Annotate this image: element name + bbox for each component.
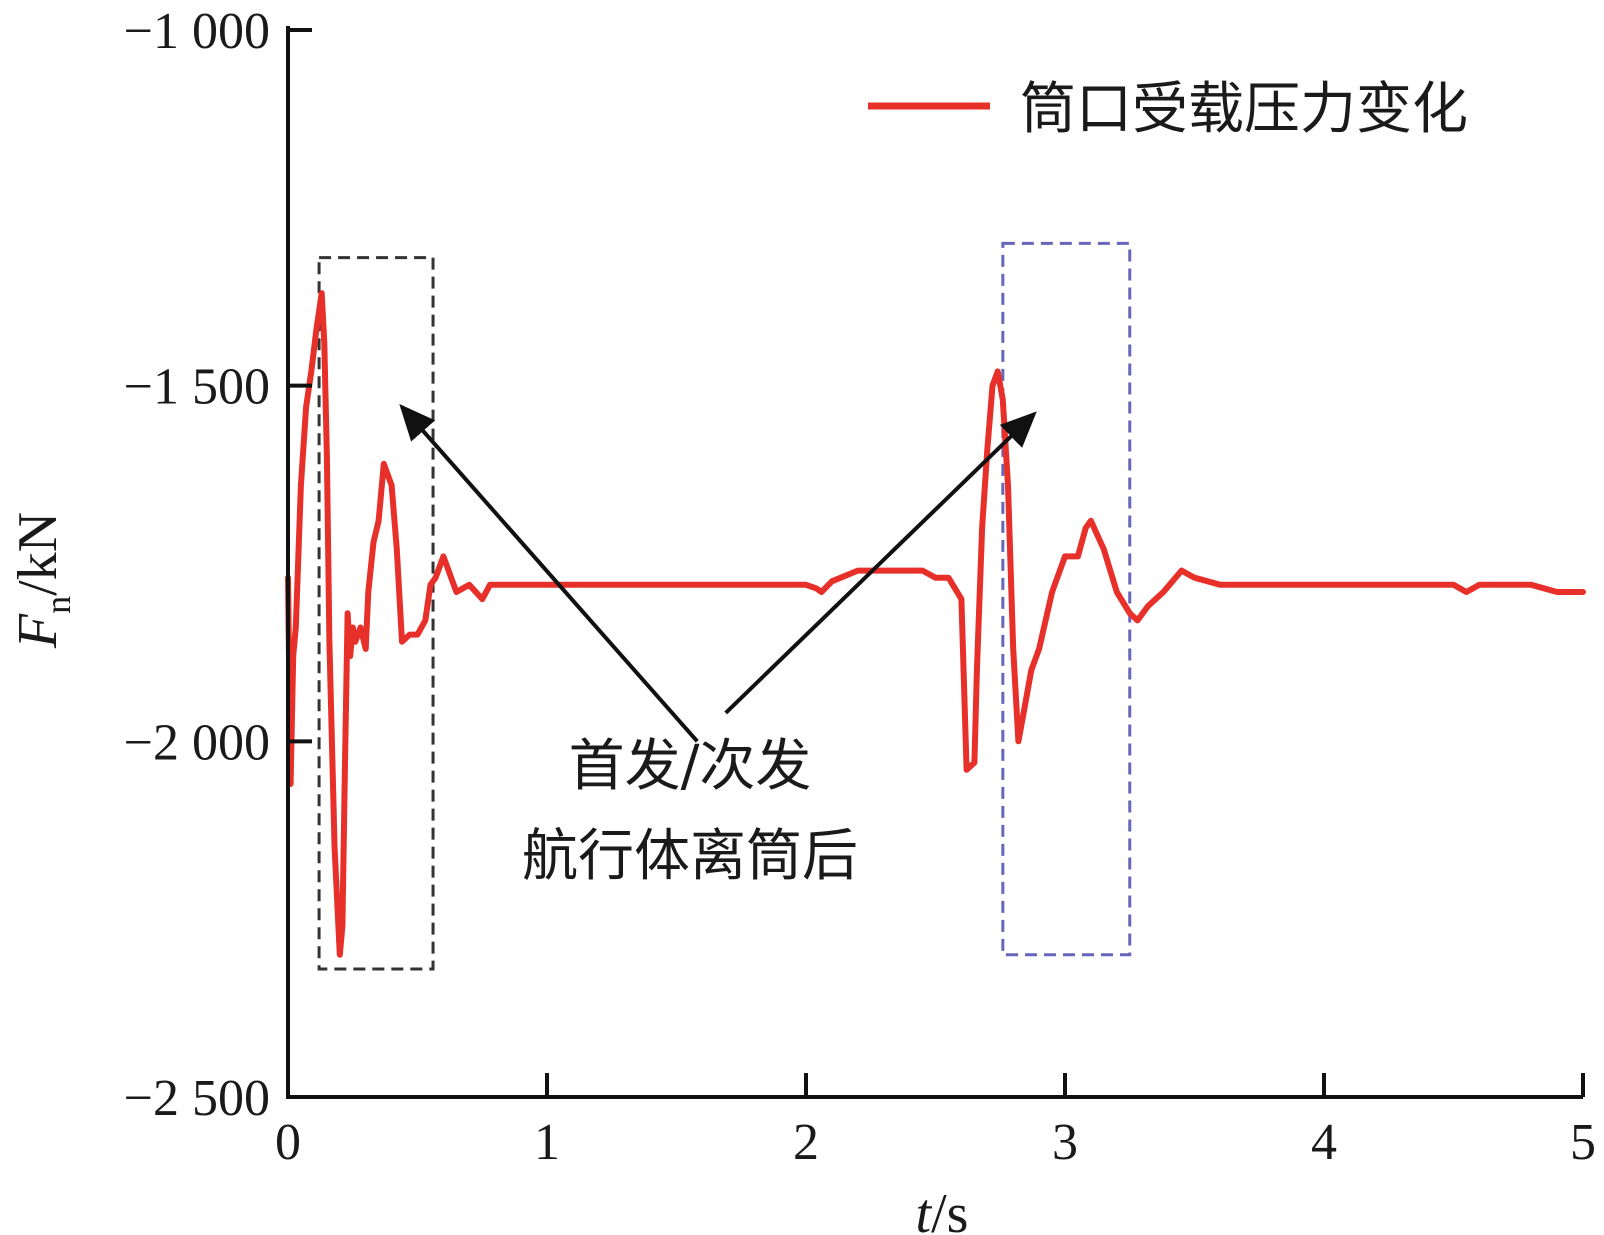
annotation-text-line1: 首发/次发	[569, 734, 812, 799]
y-tick-label: −2 500	[124, 1070, 270, 1127]
x-tick-label: 0	[275, 1114, 301, 1171]
x-axis-title-unit: /s	[931, 1183, 968, 1235]
annotation-arrow-1	[724, 411, 1037, 715]
y-axis-title-sub: n	[38, 596, 78, 614]
y-tick-label: −1 500	[124, 359, 270, 416]
x-axis-title-main: t	[916, 1183, 933, 1235]
y-axis-title: Fn/kN	[7, 512, 78, 649]
annotation-arrow-0	[399, 404, 699, 743]
annotation-box-first-launch	[317, 256, 435, 971]
axes: 0 1 2 3 4 5 −2 500 −2 000 −1 500 −1 000	[124, 3, 1596, 1171]
series-line-0	[285, 290, 1586, 958]
x-tick-label: 2	[793, 1114, 819, 1171]
x-tick-label: 3	[1052, 1114, 1078, 1171]
series-group	[285, 290, 1586, 958]
x-tick-label: 4	[1311, 1114, 1337, 1171]
y-tick-label: −2 000	[124, 714, 270, 771]
x-tick-label: 5	[1570, 1114, 1596, 1171]
x-axis-title: t/s	[916, 1183, 969, 1235]
x-tick-label: 1	[534, 1114, 560, 1171]
legend-label: 筒口受载压力变化	[1020, 77, 1468, 142]
y-axis-title-main: F	[7, 613, 69, 649]
y-tick-label: −1 000	[124, 3, 270, 60]
annotation-text-line2: 航行体离筒后	[522, 824, 858, 889]
y-axis-title-unit: /kN	[7, 512, 69, 596]
annotation-arrows	[399, 404, 1037, 743]
annotation-box-second-launch	[1001, 241, 1132, 957]
annotation-boxes	[317, 241, 1132, 971]
